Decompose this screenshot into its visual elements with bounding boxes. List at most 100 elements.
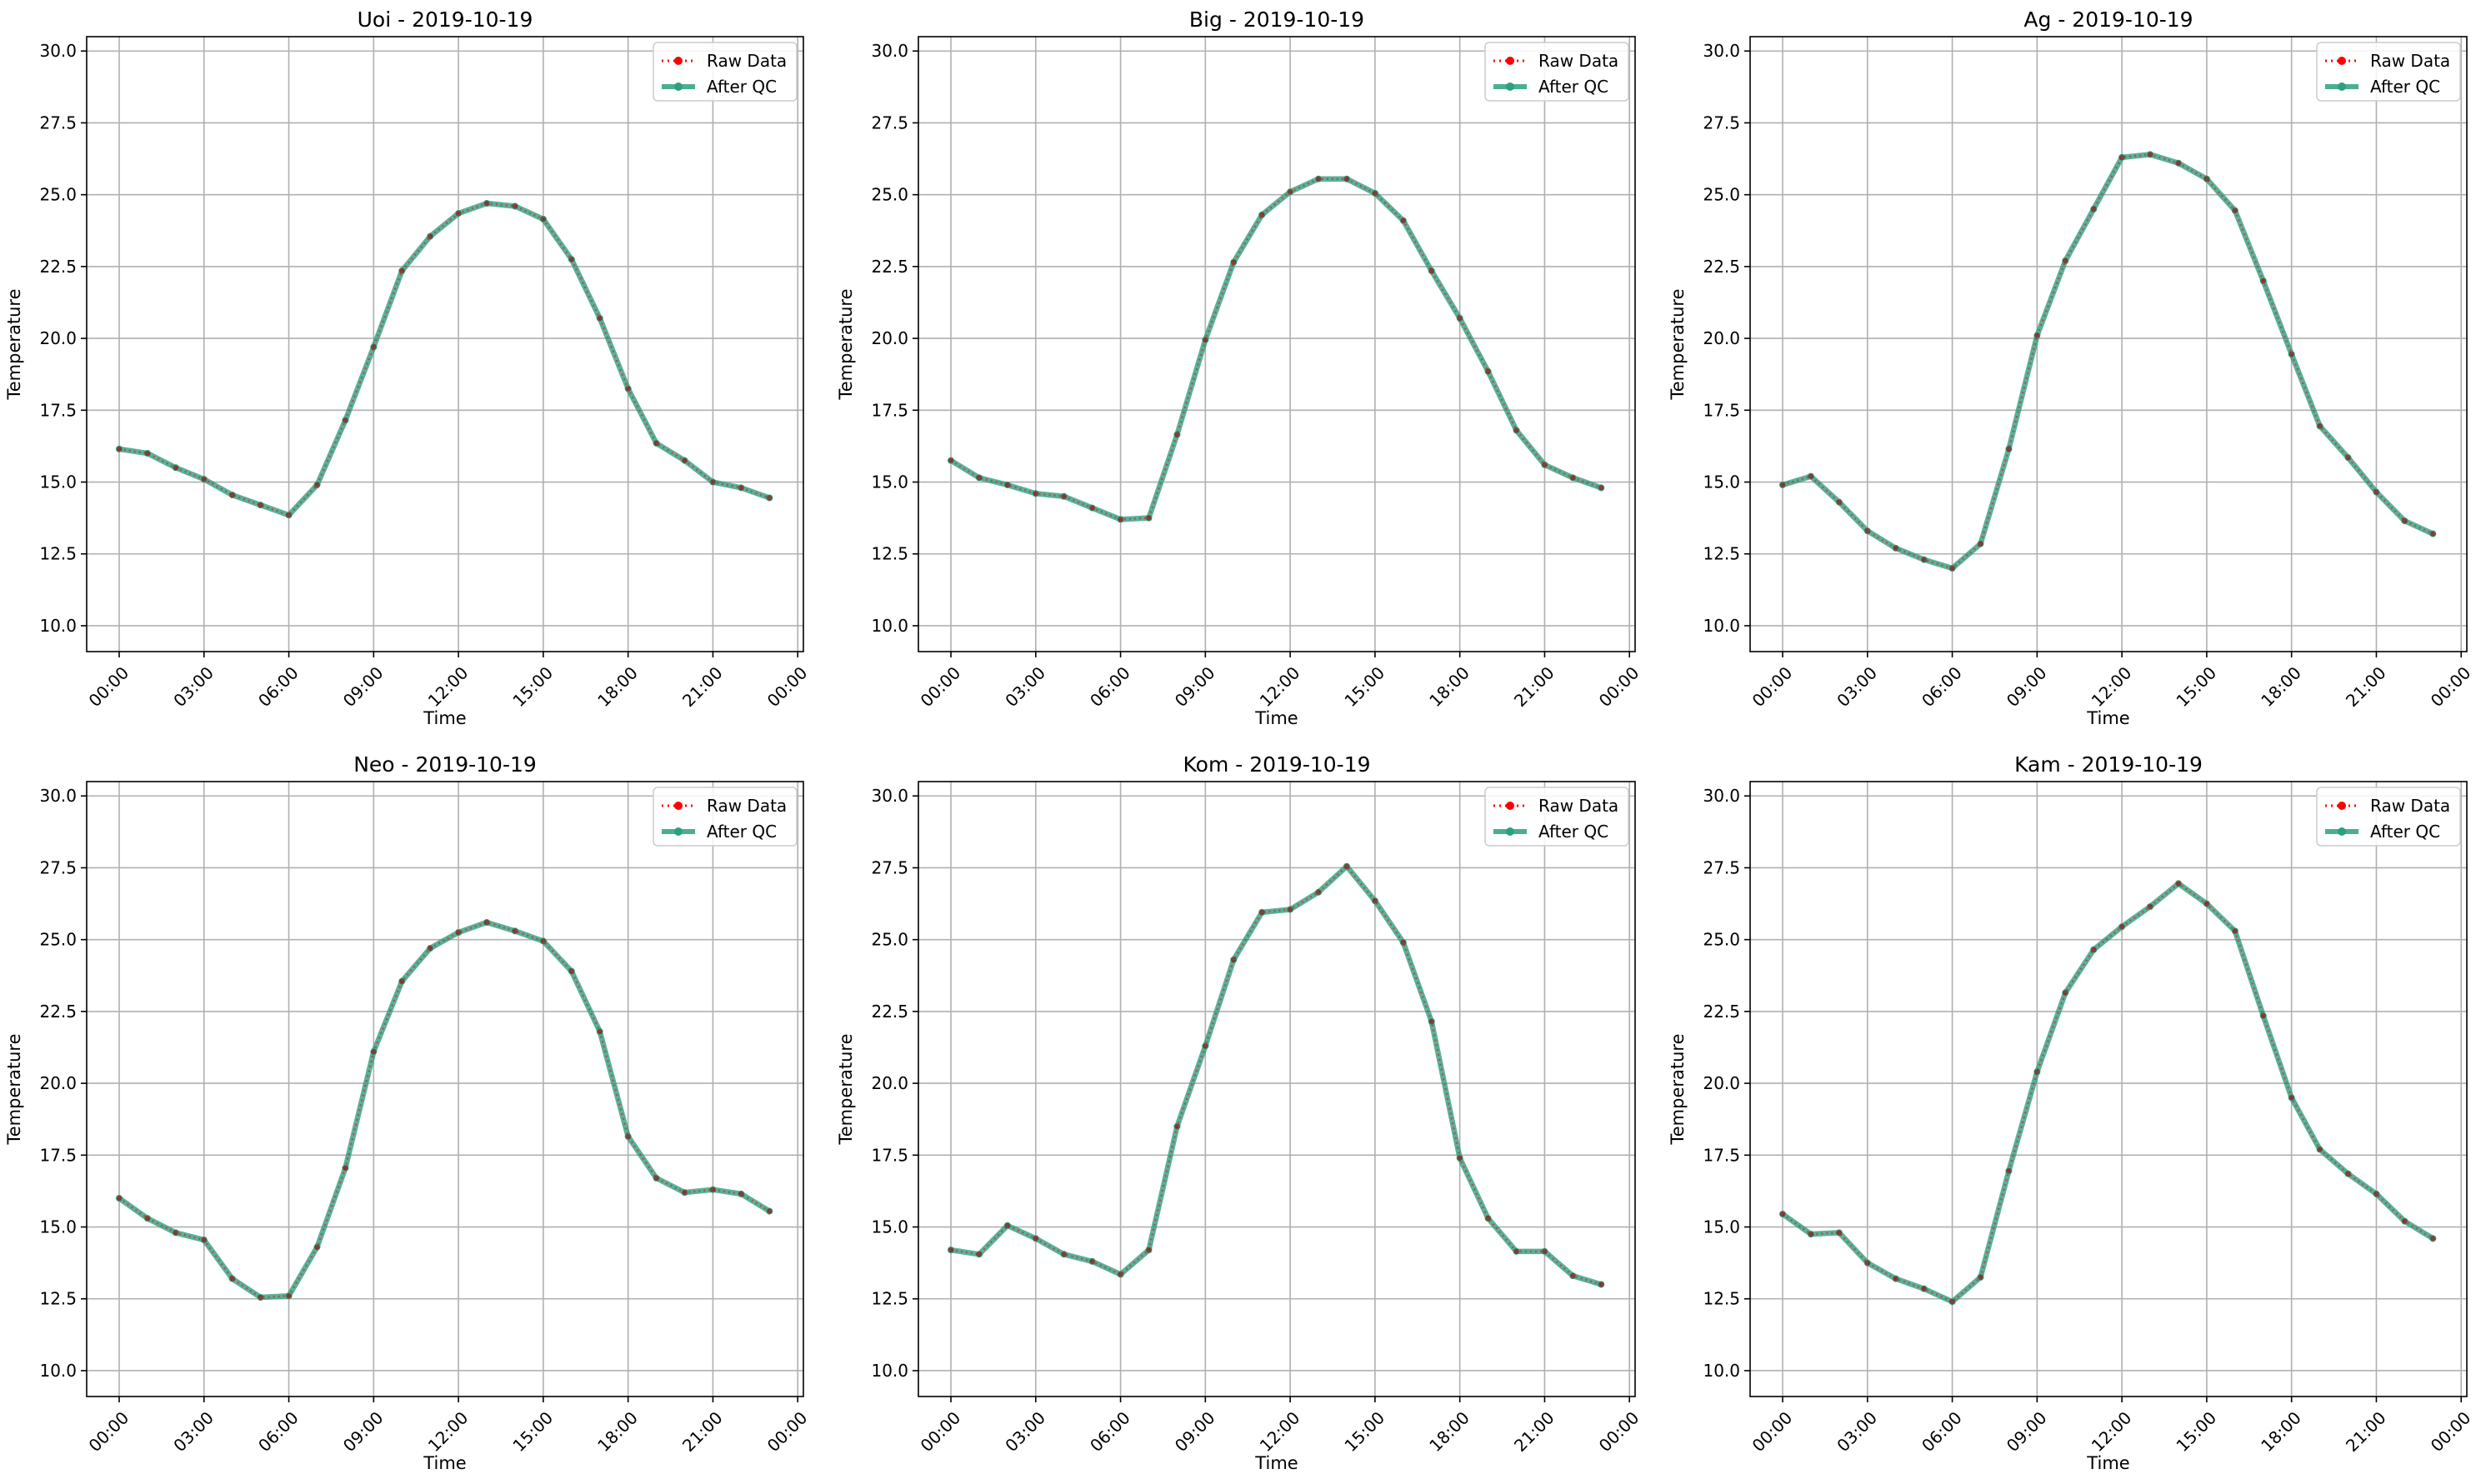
raw-data-point (2034, 1069, 2040, 1075)
y-tick-label: 25.0 (1703, 930, 1740, 950)
legend-qc-marker (674, 82, 683, 91)
raw-data-point (1978, 1274, 1983, 1281)
raw-data-point (371, 344, 377, 350)
y-tick-label: 20.0 (1703, 328, 1740, 348)
raw-data-point (1949, 1298, 1955, 1305)
raw-data-point (144, 450, 151, 457)
raw-data-point (229, 1276, 235, 1282)
raw-data-point (1146, 1247, 1152, 1253)
y-tick-label: 27.5 (39, 857, 77, 877)
legend-qc-label: After QC (1538, 77, 1608, 97)
x-tick-label: 09:00 (1171, 1407, 1219, 1456)
legend-qc-label: After QC (707, 822, 777, 842)
x-tick-label: 18:00 (2257, 1407, 2305, 1456)
raw-data-point (1598, 485, 1604, 491)
legend-qc-marker (1506, 827, 1514, 836)
legend-raw-marker (2338, 57, 2346, 65)
raw-data-point (2232, 207, 2238, 213)
grid (1750, 37, 2467, 652)
x-axis-label: Time (2086, 1453, 2129, 1473)
y-axis-label: Temperature (4, 288, 24, 400)
legend: Raw Data After QC (1484, 787, 1629, 847)
raw-data-point (2317, 1147, 2323, 1152)
raw-data-point (1089, 1258, 1095, 1265)
x-tick-label: 03:00 (1001, 1407, 1049, 1456)
x-tick-label: 15:00 (508, 662, 557, 711)
raw-data-point (2063, 257, 2068, 264)
legend-raw-marker (674, 802, 683, 810)
x-axis-label: Time (423, 1453, 466, 1473)
x-tick-label: 12:00 (1256, 1407, 1304, 1456)
raw-data-point (1033, 1236, 1038, 1242)
raw-data-point (1893, 545, 1898, 552)
legend-qc-marker (2338, 827, 2346, 836)
raw-data-point (116, 1195, 123, 1202)
raw-data-point (1893, 1276, 1898, 1282)
raw-data-point (2345, 1171, 2351, 1177)
y-tick-label: 15.0 (39, 1217, 77, 1237)
raw-data-point (1864, 1260, 1870, 1266)
axes-frame (86, 36, 804, 652)
x-tick-label: 03:00 (1001, 662, 1049, 711)
raw-data-point (976, 1252, 983, 1257)
x-tick-label: 21:00 (678, 662, 727, 711)
after-qc-line (116, 200, 773, 518)
raw-data-point (710, 1187, 716, 1192)
y-tick-label: 10.0 (1703, 1361, 1740, 1381)
x-tick-label: 06:00 (1086, 1407, 1134, 1456)
y-axis-label: Temperature (1668, 288, 1688, 400)
series-raw-data (1779, 152, 2436, 572)
y-tick-label: 10.0 (871, 616, 908, 636)
series-raw-data (948, 863, 1604, 1287)
x-tick-label: 06:00 (1086, 662, 1134, 711)
x-tick-label: 18:00 (1425, 662, 1473, 711)
x-tick-label: 00:00 (763, 1407, 812, 1456)
raw-data-point (976, 475, 983, 481)
raw-data-point (455, 929, 462, 936)
raw-data-point (2430, 531, 2436, 537)
x-tick-label: 21:00 (1510, 1407, 1558, 1456)
raw-data-point (1315, 176, 1322, 182)
x-tick-label: 09:00 (1171, 662, 1219, 711)
raw-data-point (286, 1293, 292, 1299)
axes-frame (918, 36, 1636, 652)
y-tick-label: 17.5 (1703, 1145, 1740, 1165)
legend-qc-label: After QC (1538, 822, 1608, 842)
raw-data-point (2203, 901, 2210, 907)
series-raw-data (116, 919, 773, 1301)
y-tick-label: 10.0 (1703, 616, 1740, 636)
raw-data-point (540, 938, 547, 944)
legend-raw-label: Raw Data (1538, 796, 1618, 816)
raw-data-point (512, 203, 518, 209)
raw-data-point (1428, 267, 1434, 274)
y-tick-label: 22.5 (39, 1002, 77, 1022)
raw-data-point (653, 440, 659, 447)
raw-data-point (427, 233, 433, 239)
legend: Raw Data After QC (2316, 787, 2461, 847)
raw-data-point (1808, 1231, 1814, 1237)
subplot-title: Kom - 2019-10-19 (1183, 752, 1371, 777)
raw-data-point (1428, 1018, 1434, 1025)
raw-data-point (540, 216, 547, 222)
raw-data-point (1343, 176, 1350, 182)
x-axis-label: Time (1254, 1453, 1298, 1473)
y-tick-label: 20.0 (871, 1073, 908, 1093)
raw-data-point (1118, 517, 1123, 522)
y-tick-label: 25.0 (871, 185, 908, 205)
raw-data-line (1782, 153, 2433, 570)
legend-raw-label: Raw Data (2370, 51, 2450, 71)
raw-data-point (1542, 462, 1548, 468)
grid (87, 37, 803, 652)
y-tick-label: 15.0 (1703, 1217, 1740, 1237)
y-tick-label: 15.0 (871, 472, 908, 492)
raw-data-point (625, 386, 631, 392)
raw-data-point (1513, 427, 1519, 433)
legend-raw-marker (1506, 802, 1514, 810)
raw-data-point (653, 1175, 659, 1182)
x-tick-label: 06:00 (254, 1407, 303, 1456)
raw-data-point (314, 1244, 320, 1250)
raw-data-point (2402, 1218, 2408, 1224)
x-tick-label: 03:00 (1833, 1407, 1881, 1456)
y-tick-label: 25.0 (39, 930, 77, 950)
